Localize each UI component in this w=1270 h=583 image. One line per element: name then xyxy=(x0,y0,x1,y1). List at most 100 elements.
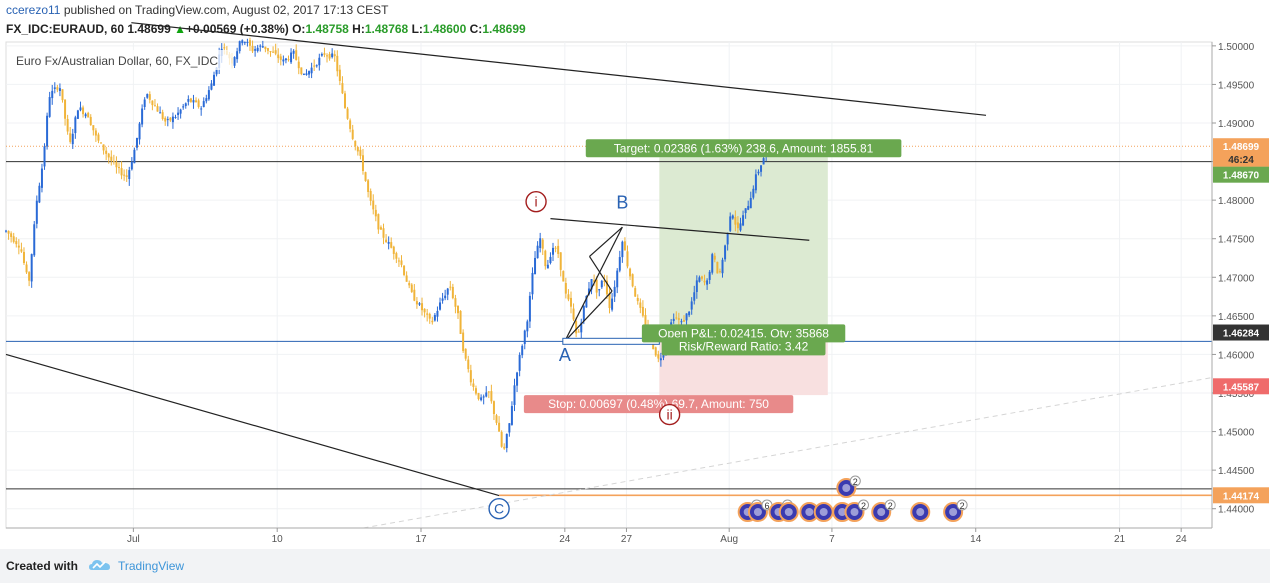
candle-body xyxy=(600,280,603,288)
author-name[interactable]: ccerezo11 xyxy=(6,3,61,17)
candle-body xyxy=(82,107,85,115)
candle-body xyxy=(747,206,750,210)
event-flag-icon xyxy=(850,508,859,516)
channel-line[interactable] xyxy=(564,226,623,342)
target-zone xyxy=(659,157,828,342)
candle-body xyxy=(462,332,465,351)
economic-events[interactable]: 3632222 xyxy=(737,475,968,522)
publish-info: published on TradingView.com, August 02,… xyxy=(60,3,389,17)
trend-line[interactable] xyxy=(131,22,987,116)
channel-line[interactable] xyxy=(564,290,613,342)
grid-lines xyxy=(6,42,1212,528)
candle-body xyxy=(195,100,198,103)
candle-body xyxy=(333,54,336,57)
candle-body xyxy=(40,168,43,188)
candle-body xyxy=(320,54,323,56)
candle-body xyxy=(498,422,501,432)
candle-body xyxy=(482,396,485,398)
candle-body xyxy=(675,317,678,319)
candle-body xyxy=(469,370,472,383)
candle-body xyxy=(151,100,154,106)
candle-body xyxy=(133,149,136,164)
candle-body xyxy=(166,119,169,121)
candle-body xyxy=(508,423,511,433)
price-axis-label-bg xyxy=(1213,487,1269,504)
candle-body xyxy=(192,100,195,103)
candle-body xyxy=(5,230,7,232)
brand-link[interactable]: TradingView xyxy=(118,559,185,573)
price-axis[interactable] xyxy=(1212,42,1270,549)
candle-body xyxy=(76,110,79,119)
candle-body xyxy=(456,305,459,314)
wave-circle xyxy=(658,403,681,426)
candle-body xyxy=(505,434,508,448)
candle-body xyxy=(210,83,213,90)
price-tick-label: 1.50000 xyxy=(1218,42,1255,53)
candle-body xyxy=(143,99,146,107)
target-label: Target: 0.02386 (1.63%) 238.6, Amount: 1… xyxy=(614,141,874,155)
candle-body xyxy=(595,279,598,293)
close-value: 1.48699 xyxy=(482,22,526,36)
trend-line[interactable] xyxy=(550,218,810,241)
candle-body xyxy=(500,432,503,447)
trend-lines[interactable] xyxy=(5,22,987,497)
candle-body xyxy=(423,308,426,313)
candle-body xyxy=(626,251,629,267)
candle-body xyxy=(233,57,236,66)
candle-body xyxy=(567,294,570,300)
candle-body xyxy=(328,53,331,59)
price-tick-label: 1.49500 xyxy=(1218,80,1255,91)
candle-body xyxy=(742,215,745,226)
candle-body xyxy=(159,112,162,114)
candle-body xyxy=(657,354,660,359)
candle-body xyxy=(531,272,534,295)
candle-body xyxy=(241,40,244,44)
candle-body xyxy=(356,147,359,152)
candle-body xyxy=(387,241,390,244)
candle-body xyxy=(117,167,120,169)
candle-body xyxy=(757,171,760,174)
channel-line[interactable] xyxy=(589,226,623,257)
target-label-bg xyxy=(585,139,902,158)
high-value: 1.48768 xyxy=(364,22,409,36)
candle-body xyxy=(693,292,696,301)
candle-body xyxy=(138,123,141,140)
candle-body xyxy=(123,174,126,176)
trend-line[interactable] xyxy=(5,353,500,497)
event-count-badge xyxy=(849,475,861,487)
candle-body xyxy=(92,125,95,131)
plot-area[interactable] xyxy=(5,41,1213,529)
candle-body xyxy=(495,415,498,423)
event-count: 2 xyxy=(861,501,866,511)
candle-body xyxy=(215,67,218,75)
price-axis-label-bg xyxy=(1213,378,1269,395)
candle-body xyxy=(688,311,691,316)
candle-body xyxy=(346,108,349,119)
candle-body xyxy=(408,283,411,286)
candle-body xyxy=(94,130,97,136)
candle-body xyxy=(613,286,616,297)
candle-body xyxy=(272,51,275,53)
candle-body xyxy=(695,280,698,293)
candle-body xyxy=(605,280,608,295)
low-value: 1.48600 xyxy=(422,22,467,36)
candle-body xyxy=(477,393,480,400)
time-axis-ticks[interactable]: Jul 10 17 24 27 Aug 7 14 21 24 xyxy=(127,528,1187,545)
candle-body xyxy=(580,322,583,333)
candle-body xyxy=(115,161,118,168)
candle-body xyxy=(125,175,128,177)
candle-body xyxy=(418,303,421,305)
candle-body xyxy=(302,73,305,75)
wave-label: i xyxy=(535,194,538,210)
candle-body xyxy=(451,286,454,299)
candle-body xyxy=(315,65,318,67)
channel-line[interactable] xyxy=(588,256,613,292)
candle-body xyxy=(331,53,334,58)
candle-body xyxy=(454,298,457,307)
candle-body xyxy=(336,55,339,72)
candle-body xyxy=(577,331,580,333)
candle-body xyxy=(636,298,639,302)
candle-body xyxy=(526,321,529,332)
candle-body xyxy=(410,284,413,292)
